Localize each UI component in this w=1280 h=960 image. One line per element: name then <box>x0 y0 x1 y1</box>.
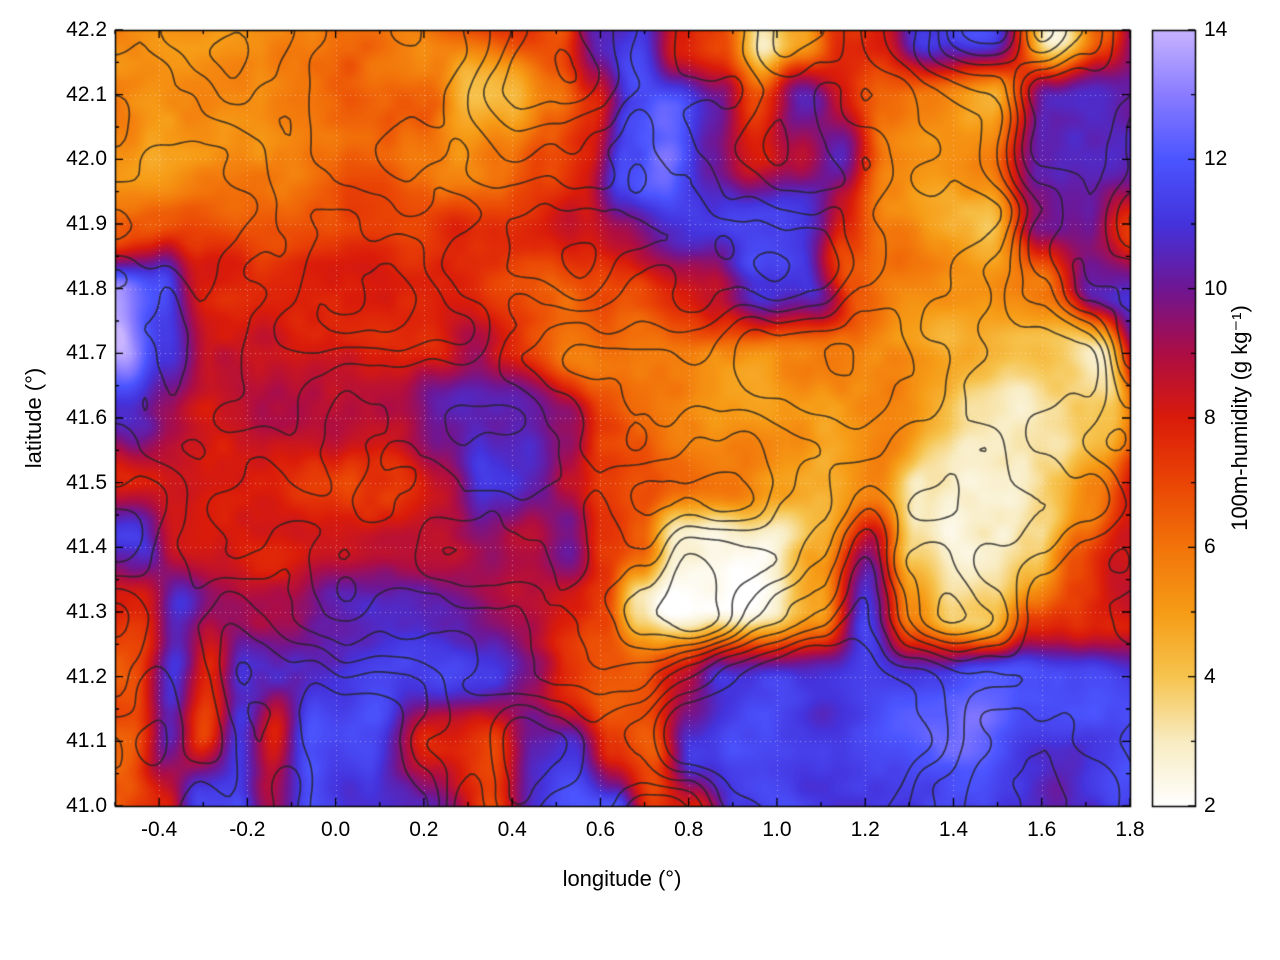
colorbar-tick-label: 10 <box>1204 276 1228 300</box>
colorbar-tick-label: 14 <box>1204 18 1228 41</box>
x-tick-label: 0.0 <box>321 818 351 841</box>
colorbar-tick-label: 6 <box>1204 535 1216 559</box>
y-tick-label: 41.0 <box>66 794 107 817</box>
colorbar-label: 100m-humidity (g kg⁻¹) <box>1227 305 1252 531</box>
x-tick-label: 1.2 <box>850 818 880 841</box>
x-tick-label: 0.2 <box>409 818 439 841</box>
y-tick-label: 41.8 <box>66 276 107 300</box>
x-tick-label: 1.4 <box>938 818 969 841</box>
x-axis-label: longitude (°) <box>562 866 682 891</box>
x-tick-label: 0.4 <box>497 818 527 841</box>
y-tick-label: 41.1 <box>66 729 107 753</box>
y-tick-label: 41.5 <box>66 470 107 494</box>
x-tick-label: 0.8 <box>674 818 704 841</box>
y-tick-label: 42.0 <box>66 147 107 171</box>
y-tick-label: 41.3 <box>66 600 107 623</box>
y-axis-label: latitude (°) <box>21 367 46 469</box>
x-tick-label: 0.6 <box>585 818 616 841</box>
y-tick-label: 41.6 <box>66 406 107 429</box>
y-tick-label: 41.2 <box>66 664 107 688</box>
y-tick-label: 42.2 <box>66 18 107 41</box>
x-tick-label: 1.8 <box>1115 818 1145 841</box>
y-tick-label: 41.7 <box>66 341 107 365</box>
x-tick-label: -0.2 <box>229 818 266 841</box>
colorbar-tick-label: 4 <box>1204 664 1216 688</box>
x-tick-label: -0.4 <box>141 818 178 841</box>
y-tick-label: 42.1 <box>66 82 107 106</box>
y-tick-label: 41.9 <box>66 212 107 235</box>
x-tick-label: 1.0 <box>762 818 792 841</box>
colorbar-tick-label: 2 <box>1204 794 1216 817</box>
colorbar-tick-label: 12 <box>1204 147 1228 171</box>
x-tick-label: 1.6 <box>1027 818 1057 841</box>
y-tick-label: 41.4 <box>66 535 107 559</box>
colorbar-tick-label: 8 <box>1204 406 1216 429</box>
